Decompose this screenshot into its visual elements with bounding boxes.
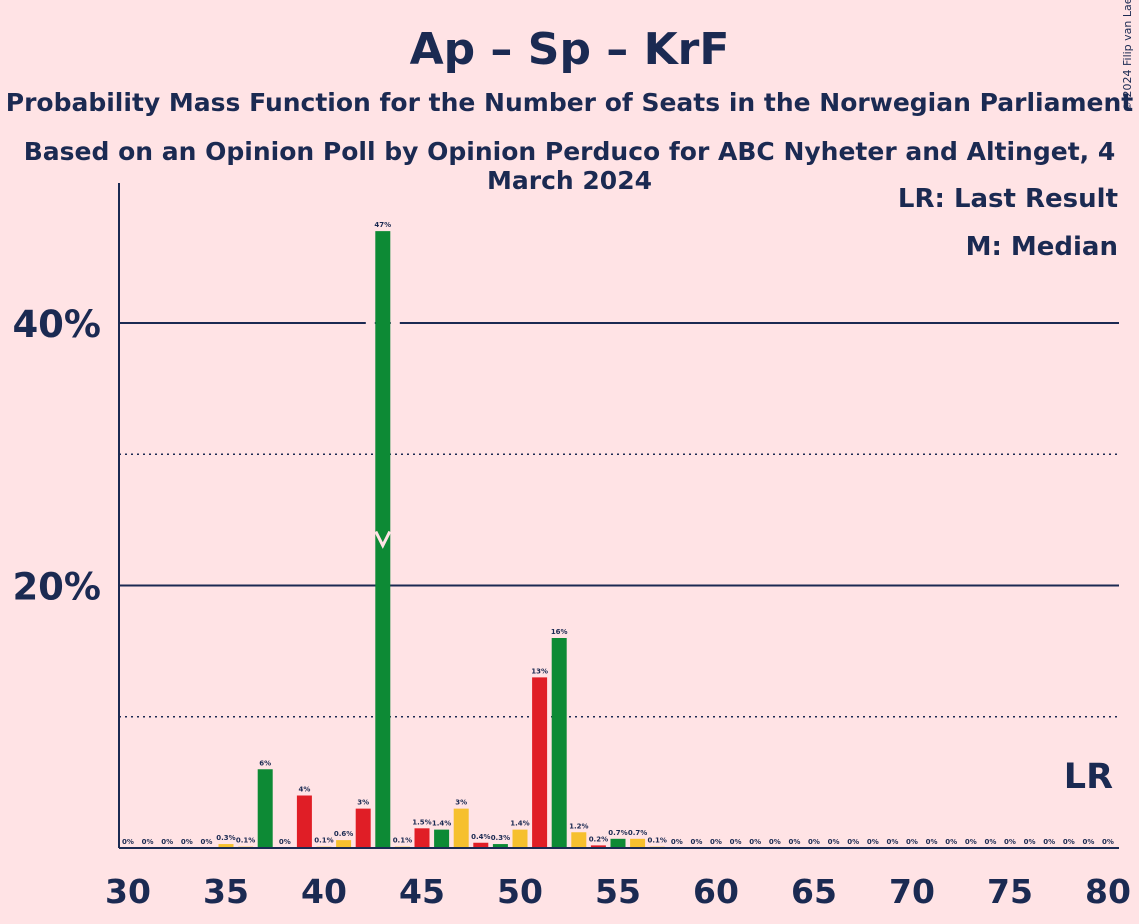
bar-value-label: 0% — [867, 838, 879, 846]
bar-value-label: 1.4% — [432, 820, 451, 828]
x-tick-label: 30 — [105, 872, 151, 911]
x-tick-label: 50 — [497, 872, 543, 911]
x-tick-label: 80 — [1085, 872, 1131, 911]
bar-value-label: 0.7% — [608, 829, 627, 837]
median-marker — [374, 530, 392, 549]
bar-value-label: 0% — [749, 838, 761, 846]
bar-value-label: 16% — [551, 628, 568, 636]
bar-seats-35 — [218, 844, 234, 848]
bar-seats-39 — [296, 795, 312, 848]
bar-value-label: 1.5% — [412, 818, 431, 826]
bar-value-label: 0% — [1063, 838, 1075, 846]
bar-value-label: 0.7% — [628, 829, 647, 837]
bar-value-label: 0% — [906, 838, 918, 846]
bar-seats-46 — [434, 829, 450, 848]
bar-value-label: 0% — [710, 838, 722, 846]
bar-value-label: 0% — [808, 838, 820, 846]
bar-seats-52 — [551, 638, 567, 848]
chart-source: Based on an Opinion Poll by Opinion Perd… — [23, 137, 1116, 195]
bar-value-label: 1.2% — [569, 822, 588, 830]
legend-last-result: LR: Last Result — [897, 184, 1118, 214]
bar-value-label: 0.6% — [334, 830, 353, 838]
bar-value-label: 0% — [945, 838, 957, 846]
bar-value-label: 0% — [1082, 838, 1094, 846]
bar-value-label: 0% — [926, 838, 938, 846]
bar-value-label: 0.2% — [589, 835, 608, 843]
bar-seats-41 — [336, 840, 352, 848]
bar-value-label: 0.3% — [216, 834, 235, 842]
bar-seats-50 — [512, 829, 528, 848]
bar-value-label: 0% — [1024, 838, 1036, 846]
last-result-label: LR — [1064, 757, 1113, 797]
x-tick-label: 70 — [889, 872, 935, 911]
bar-seats-49 — [492, 844, 508, 848]
bar-value-label: 0% — [1004, 838, 1016, 846]
bar-value-label: 0.4% — [471, 833, 490, 841]
bar-value-label: 0.1% — [393, 837, 412, 845]
bar-value-label: 0% — [1102, 838, 1114, 846]
bar-value-label: 0% — [690, 838, 702, 846]
chart-title: Ap – Sp – KrF — [409, 24, 730, 75]
x-tick-label: 35 — [203, 872, 249, 911]
bar-seats-56 — [630, 838, 646, 848]
y-tick-label: 40% — [12, 303, 101, 346]
bar-value-label: 0.3% — [491, 834, 510, 842]
y-tick-label: 20% — [12, 566, 101, 609]
bar-value-label: 0% — [181, 838, 193, 846]
bar-value-label: 6% — [259, 759, 271, 767]
bar-value-label: 0% — [200, 838, 212, 846]
bar-seats-37 — [257, 769, 273, 848]
bar-value-label: 3% — [357, 799, 369, 807]
bar-seats-53 — [571, 832, 587, 848]
bar-value-label: 0% — [788, 838, 800, 846]
bar-value-label: 0% — [161, 838, 173, 846]
bar-value-label: 1.4% — [510, 820, 529, 828]
bar-seats-43 — [375, 231, 391, 848]
x-tick-label: 65 — [791, 872, 837, 911]
bar-seats-54 — [590, 845, 606, 848]
bar-value-label: 0% — [730, 838, 742, 846]
bar-value-label: 0.1% — [236, 837, 255, 845]
bar-value-label: 0% — [965, 838, 977, 846]
bar-seats-47 — [453, 808, 469, 848]
legend-median: M: Median — [965, 232, 1118, 262]
bar-value-label: 0% — [671, 838, 683, 846]
bar-value-label: 0% — [279, 838, 291, 846]
bar-seats-55 — [610, 838, 626, 848]
bar-seats-51 — [532, 677, 548, 848]
bar-value-label: 4% — [298, 786, 310, 794]
x-tick-label: 55 — [595, 872, 641, 911]
bar-seats-48 — [473, 842, 489, 848]
bar-value-label: 3% — [455, 799, 467, 807]
bar-seats-45 — [414, 828, 430, 848]
x-tick-label: 60 — [693, 872, 739, 911]
bar-seats-42 — [355, 808, 371, 848]
bar-value-label: 0% — [122, 838, 134, 846]
bar-value-label: 0% — [886, 838, 898, 846]
bar-value-label: 0% — [828, 838, 840, 846]
bar-value-label: 0% — [142, 838, 154, 846]
bar-value-label: 0% — [769, 838, 781, 846]
chart-subtitle: Probability Mass Function for the Number… — [5, 88, 1134, 117]
bar-value-label: 47% — [374, 221, 391, 229]
bar-value-label: 0% — [984, 838, 996, 846]
bar-value-label: 0% — [1043, 838, 1055, 846]
bar-value-label: 0.1% — [647, 837, 666, 845]
x-tick-label: 75 — [987, 872, 1033, 911]
x-tick-label: 45 — [399, 872, 445, 911]
bar-value-label: 13% — [531, 667, 548, 675]
bar-value-label: 0% — [847, 838, 859, 846]
bar-value-label: 0.1% — [314, 837, 333, 845]
x-tick-label: 40 — [301, 872, 347, 911]
